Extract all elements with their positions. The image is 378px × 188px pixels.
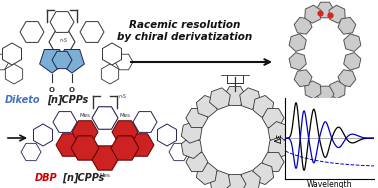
- Polygon shape: [268, 137, 289, 158]
- Polygon shape: [128, 134, 154, 156]
- Polygon shape: [91, 146, 119, 170]
- Polygon shape: [133, 112, 157, 132]
- Text: Mes: Mes: [79, 113, 90, 118]
- Polygon shape: [316, 86, 334, 102]
- Polygon shape: [305, 5, 321, 23]
- Polygon shape: [197, 96, 217, 117]
- Polygon shape: [60, 49, 84, 73]
- Polygon shape: [50, 12, 74, 32]
- Text: DBP: DBP: [35, 173, 57, 183]
- Polygon shape: [344, 53, 361, 70]
- Polygon shape: [253, 96, 274, 117]
- Polygon shape: [181, 121, 202, 143]
- Polygon shape: [49, 31, 75, 53]
- Text: Racemic resolution
by chiral derivatization: Racemic resolution by chiral derivatizat…: [118, 20, 253, 42]
- Polygon shape: [210, 171, 230, 188]
- Polygon shape: [338, 17, 356, 34]
- Text: Mes: Mes: [119, 113, 130, 118]
- Text: [: [: [47, 95, 51, 105]
- Polygon shape: [224, 86, 246, 105]
- Text: n-S: n-S: [60, 39, 68, 43]
- Polygon shape: [289, 53, 306, 70]
- Polygon shape: [52, 51, 72, 69]
- Polygon shape: [40, 49, 64, 73]
- X-axis label: Wavelength: Wavelength: [307, 180, 353, 188]
- Polygon shape: [210, 88, 230, 109]
- Text: n: n: [67, 173, 74, 183]
- Polygon shape: [268, 121, 289, 143]
- Text: ]CPPs: ]CPPs: [57, 95, 88, 105]
- Polygon shape: [53, 112, 77, 132]
- Polygon shape: [3, 43, 22, 65]
- Polygon shape: [5, 64, 23, 84]
- Polygon shape: [56, 134, 82, 156]
- Polygon shape: [71, 136, 99, 160]
- Polygon shape: [197, 163, 217, 185]
- Polygon shape: [169, 143, 189, 161]
- Polygon shape: [34, 124, 53, 146]
- Polygon shape: [21, 143, 41, 161]
- Polygon shape: [329, 5, 345, 23]
- Polygon shape: [0, 54, 9, 70]
- Polygon shape: [111, 136, 139, 160]
- Polygon shape: [20, 22, 44, 42]
- Text: n-S: n-S: [119, 95, 127, 99]
- Text: ]CPPs: ]CPPs: [73, 173, 104, 183]
- Polygon shape: [262, 108, 284, 127]
- Polygon shape: [186, 108, 208, 127]
- Polygon shape: [240, 88, 260, 109]
- Polygon shape: [316, 2, 334, 18]
- Polygon shape: [344, 34, 361, 52]
- Polygon shape: [80, 22, 104, 42]
- Text: Mes: Mes: [99, 173, 110, 178]
- Polygon shape: [294, 70, 312, 86]
- Polygon shape: [305, 81, 321, 99]
- Polygon shape: [158, 124, 177, 146]
- Polygon shape: [181, 137, 202, 158]
- Polygon shape: [101, 64, 119, 84]
- Polygon shape: [72, 121, 98, 143]
- Polygon shape: [262, 152, 284, 171]
- Polygon shape: [112, 121, 138, 143]
- Polygon shape: [253, 163, 274, 185]
- Polygon shape: [102, 43, 121, 65]
- Polygon shape: [186, 152, 208, 171]
- Text: n: n: [51, 95, 58, 105]
- Text: O: O: [69, 87, 75, 93]
- Text: [: [: [62, 173, 67, 183]
- Text: O: O: [49, 87, 55, 93]
- Text: Diketo: Diketo: [5, 95, 40, 105]
- Polygon shape: [338, 70, 356, 86]
- Polygon shape: [329, 81, 345, 99]
- Y-axis label: Δε: Δε: [275, 133, 284, 143]
- Polygon shape: [240, 171, 260, 188]
- Polygon shape: [92, 107, 118, 129]
- Polygon shape: [224, 174, 246, 188]
- Polygon shape: [289, 34, 306, 52]
- Polygon shape: [115, 54, 133, 70]
- Polygon shape: [294, 17, 312, 34]
